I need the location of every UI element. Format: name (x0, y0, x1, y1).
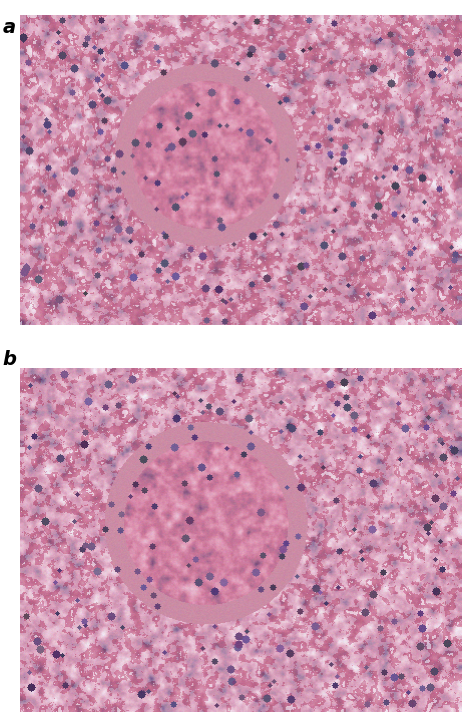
Text: b: b (2, 350, 16, 370)
Text: a: a (2, 18, 15, 37)
